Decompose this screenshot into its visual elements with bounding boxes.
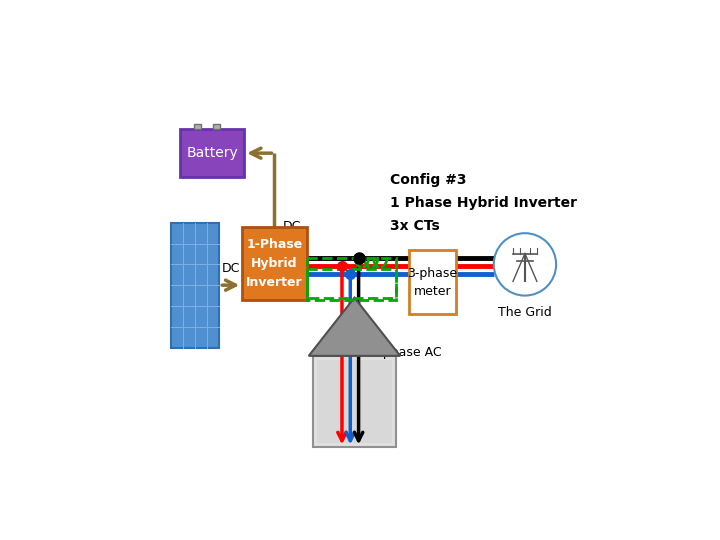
- Text: The Grid: The Grid: [498, 306, 552, 319]
- Text: Config #3
1 Phase Hybrid Inverter
3x CTs: Config #3 1 Phase Hybrid Inverter 3x CTs: [390, 173, 577, 233]
- Bar: [213, 124, 220, 129]
- Polygon shape: [313, 356, 396, 447]
- Bar: [242, 227, 307, 300]
- Polygon shape: [317, 360, 392, 443]
- Text: 3 phase AC: 3 phase AC: [371, 346, 441, 359]
- Bar: [408, 250, 456, 314]
- Bar: [180, 129, 244, 177]
- Text: DC: DC: [283, 220, 301, 233]
- Polygon shape: [309, 298, 400, 356]
- Text: DC: DC: [222, 262, 240, 275]
- Text: 3-phase
meter: 3-phase meter: [408, 267, 457, 298]
- Text: 1-Phase
Hybrid
Inverter: 1-Phase Hybrid Inverter: [246, 238, 302, 289]
- Text: Battery: Battery: [186, 146, 238, 160]
- Circle shape: [494, 233, 556, 295]
- Bar: [194, 124, 201, 129]
- Bar: [171, 223, 220, 348]
